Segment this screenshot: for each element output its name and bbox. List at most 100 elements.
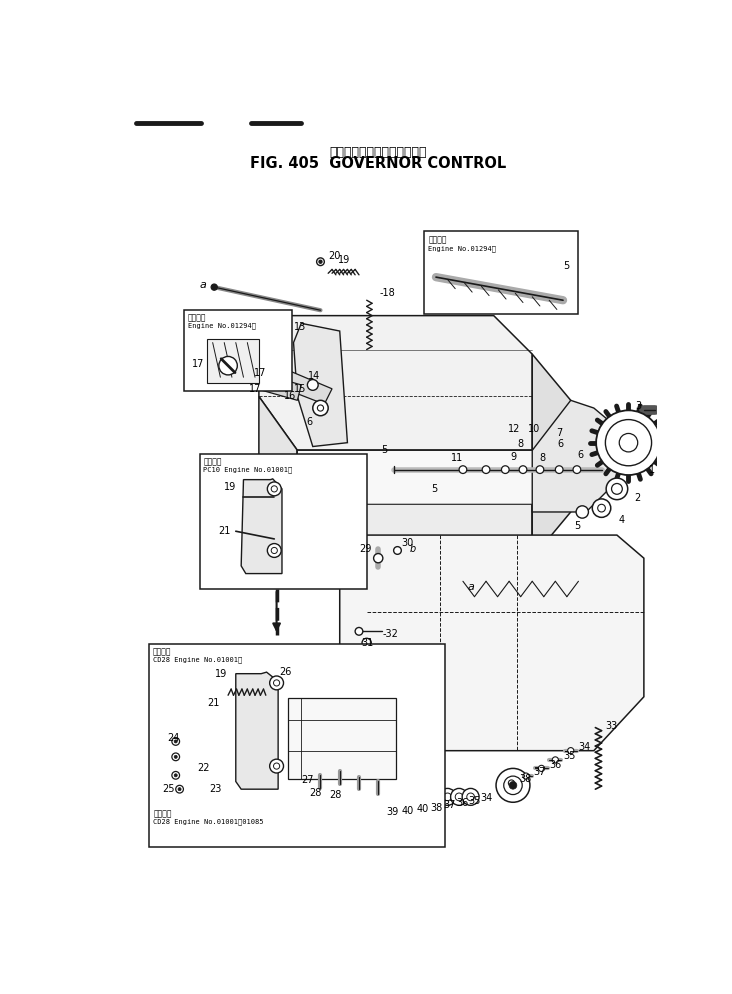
Text: 38: 38 bbox=[519, 774, 531, 784]
Text: 36: 36 bbox=[549, 759, 561, 769]
Polygon shape bbox=[259, 397, 297, 559]
Text: 13: 13 bbox=[294, 322, 306, 332]
Circle shape bbox=[274, 680, 280, 686]
Text: 3: 3 bbox=[635, 401, 641, 411]
Text: 17: 17 bbox=[253, 369, 266, 379]
Text: 7: 7 bbox=[556, 428, 562, 438]
Circle shape bbox=[523, 773, 529, 779]
Circle shape bbox=[394, 547, 401, 555]
Circle shape bbox=[576, 506, 589, 518]
Circle shape bbox=[552, 756, 559, 763]
Text: 30: 30 bbox=[401, 538, 414, 548]
Circle shape bbox=[519, 466, 527, 473]
Text: 15: 15 bbox=[294, 384, 306, 394]
Text: 6: 6 bbox=[558, 439, 564, 449]
Text: 20: 20 bbox=[328, 250, 340, 260]
Polygon shape bbox=[207, 339, 259, 383]
Polygon shape bbox=[257, 374, 302, 401]
Circle shape bbox=[267, 544, 281, 558]
Circle shape bbox=[444, 793, 452, 801]
Polygon shape bbox=[532, 401, 617, 512]
Text: 6: 6 bbox=[307, 416, 313, 426]
Circle shape bbox=[389, 793, 397, 801]
Circle shape bbox=[496, 768, 530, 802]
Text: 38: 38 bbox=[430, 803, 442, 813]
Circle shape bbox=[373, 554, 383, 563]
Text: 8: 8 bbox=[518, 439, 523, 449]
Text: 11: 11 bbox=[451, 453, 463, 463]
Circle shape bbox=[267, 482, 281, 496]
Text: 35: 35 bbox=[468, 796, 481, 806]
Text: 36: 36 bbox=[457, 798, 469, 808]
Text: 5: 5 bbox=[575, 521, 580, 531]
Circle shape bbox=[319, 260, 322, 263]
Polygon shape bbox=[241, 479, 282, 574]
Text: 35: 35 bbox=[563, 751, 575, 761]
Text: 24: 24 bbox=[167, 733, 179, 743]
Polygon shape bbox=[340, 535, 644, 750]
Circle shape bbox=[427, 788, 444, 805]
Text: CD28 Engine No.01001～: CD28 Engine No.01001～ bbox=[152, 656, 242, 663]
Circle shape bbox=[362, 638, 371, 647]
Polygon shape bbox=[297, 450, 571, 504]
Circle shape bbox=[176, 785, 184, 793]
Circle shape bbox=[598, 504, 605, 512]
Text: 39: 39 bbox=[386, 807, 398, 817]
Circle shape bbox=[611, 483, 622, 494]
Text: 19: 19 bbox=[338, 255, 351, 265]
Circle shape bbox=[501, 466, 509, 473]
Text: Engine No.01294～: Engine No.01294～ bbox=[188, 322, 256, 329]
Circle shape bbox=[219, 357, 237, 375]
Circle shape bbox=[419, 793, 427, 801]
Text: 8: 8 bbox=[539, 453, 545, 463]
Circle shape bbox=[172, 771, 179, 779]
Circle shape bbox=[174, 740, 177, 743]
Circle shape bbox=[400, 788, 417, 805]
Text: 19: 19 bbox=[224, 482, 236, 492]
Text: 26: 26 bbox=[280, 667, 292, 677]
Circle shape bbox=[211, 284, 217, 290]
Circle shape bbox=[462, 788, 479, 805]
Text: 5: 5 bbox=[563, 260, 569, 270]
Circle shape bbox=[539, 765, 545, 771]
Text: a: a bbox=[467, 582, 474, 592]
Text: 40: 40 bbox=[401, 806, 414, 816]
Circle shape bbox=[271, 548, 277, 554]
Text: 14: 14 bbox=[308, 371, 321, 381]
Text: 28: 28 bbox=[309, 788, 321, 798]
Circle shape bbox=[459, 466, 467, 473]
Circle shape bbox=[178, 787, 181, 790]
Circle shape bbox=[269, 676, 283, 690]
Bar bbox=[149, 644, 445, 847]
Circle shape bbox=[269, 759, 283, 773]
Text: 5: 5 bbox=[431, 484, 438, 494]
Text: 1: 1 bbox=[649, 464, 655, 474]
Bar bbox=[184, 310, 292, 391]
Circle shape bbox=[414, 788, 431, 805]
Polygon shape bbox=[236, 672, 278, 789]
Text: 28: 28 bbox=[329, 790, 342, 800]
Circle shape bbox=[172, 738, 179, 746]
Text: 適用号表: 適用号表 bbox=[188, 313, 206, 322]
Circle shape bbox=[619, 433, 638, 452]
Text: 適用号表: 適用号表 bbox=[154, 809, 172, 818]
Polygon shape bbox=[259, 316, 532, 450]
Text: a: a bbox=[200, 280, 206, 290]
Polygon shape bbox=[294, 323, 348, 446]
Text: 19: 19 bbox=[215, 669, 227, 679]
Circle shape bbox=[432, 793, 440, 801]
Circle shape bbox=[313, 401, 328, 415]
Bar bbox=[200, 454, 367, 589]
Circle shape bbox=[567, 747, 574, 753]
Text: 25: 25 bbox=[163, 784, 175, 794]
Text: 29: 29 bbox=[359, 544, 372, 554]
Circle shape bbox=[172, 753, 179, 760]
Text: 34: 34 bbox=[578, 742, 591, 751]
Text: 31: 31 bbox=[362, 638, 373, 648]
Circle shape bbox=[439, 788, 456, 805]
Circle shape bbox=[504, 776, 522, 794]
Text: 34: 34 bbox=[480, 793, 492, 803]
Circle shape bbox=[455, 793, 463, 801]
Text: 2: 2 bbox=[634, 493, 640, 503]
Text: b: b bbox=[410, 544, 416, 554]
